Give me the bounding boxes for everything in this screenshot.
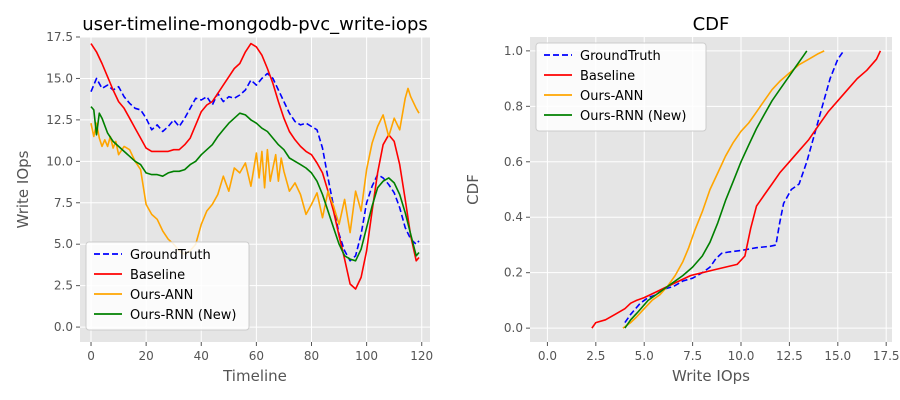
x-tick-labels: 0 20 40 60 80 100 120 (87, 342, 433, 363)
y-axis-label: Write IOps (14, 150, 32, 228)
y-tick-label: 10.0 (46, 154, 73, 168)
y-axis-label: CDF (464, 174, 482, 205)
y-tick-label: 0.0 (504, 321, 523, 335)
y-tick-label: 5.0 (54, 237, 73, 251)
series-line-groundtruth (90, 72, 420, 262)
x-tick-label: 7.5 (683, 349, 702, 363)
y-tick-label: 15.0 (46, 71, 73, 85)
x-tick-label: 60 (249, 349, 264, 363)
legend-box (85, 241, 250, 331)
y-tick-label: 2.5 (54, 279, 73, 293)
y-tick-label: 7.5 (54, 196, 73, 210)
x-tick-label: 100 (355, 349, 378, 363)
legend-box (535, 42, 707, 132)
y-tick-label: 17.5 (46, 30, 73, 44)
series-line-ours-ann (90, 87, 420, 255)
x-tick-label: 120 (410, 349, 433, 363)
x-tick-labels: 0.0 2.5 5.0 7.5 10.0 12.5 15.0 17.5 (538, 342, 900, 363)
x-tick-label: 20 (139, 349, 154, 363)
x-tick-label: 0 (87, 349, 95, 363)
legend: GroundTruth Baseline Ours-ANN Ours-RNN (New… (535, 42, 707, 132)
legend-label: Baseline (130, 268, 185, 283)
x-axis-label: Timeline (222, 367, 287, 385)
x-tick-label: 17.5 (873, 349, 900, 363)
legend-label: Ours-RNN (New) (130, 308, 236, 323)
legend-label: Ours-RNN (New) (580, 109, 686, 124)
y-tick-label: 0.4 (504, 210, 523, 224)
series-lines (90, 42, 420, 290)
x-tick-label: 40 (194, 349, 209, 363)
timeline-chart: 0 20 40 60 80 100 120 0.0 2.5 5.0 7.5 10.0 12.5 15.0… (14, 14, 433, 385)
legend-label: Ours-ANN (580, 89, 643, 104)
y-tick-label: 0.6 (504, 155, 523, 169)
x-tick-label: 12.5 (776, 349, 803, 363)
legend: GroundTruth Baseline Ours-ANN Ours-RNN (New… (85, 241, 250, 331)
x-axis-label: Write IOps (672, 367, 750, 385)
y-tick-label: 0.0 (54, 320, 73, 334)
y-tick-label: 1.0 (504, 44, 523, 58)
series-line-baseline (591, 50, 882, 329)
x-tick-label: 5.0 (635, 349, 654, 363)
y-tick-label: 0.8 (504, 99, 523, 113)
x-tick-label: 2.5 (586, 349, 605, 363)
series-line-ours-rnn-new (624, 50, 808, 329)
y-tick-labels: 0.0 0.2 0.4 0.6 0.8 1.0 (504, 44, 530, 335)
legend-label: Baseline (580, 69, 635, 84)
series-lines (591, 50, 882, 329)
x-tick-label: 15.0 (824, 349, 851, 363)
cdf-chart: 0.0 2.5 5.0 7.5 10.0 12.5 15.0 17.5 0.00.20.40.… (464, 14, 900, 385)
series-line-ours-rnn-new (90, 106, 420, 262)
legend-label: GroundTruth (130, 248, 211, 263)
legend-label: Ours-ANN (130, 288, 193, 303)
x-tick-label: 10.0 (728, 349, 755, 363)
series-line-baseline (90, 42, 420, 290)
legend-label: GroundTruth (580, 49, 661, 64)
y-tick-label: 0.2 (504, 266, 523, 280)
series-line-ours-ann (622, 50, 825, 329)
chart-title: user-timeline-mongodb-pvc_write-iops (82, 14, 428, 35)
x-tick-label: 0.0 (538, 349, 557, 363)
y-tick-label: 12.5 (46, 113, 73, 127)
x-tick-label: 80 (304, 349, 319, 363)
chart-title: CDF (693, 14, 730, 35)
y-tick-labels: 0.0 2.5 5.0 7.5 10.0 12.5 15.0 17.5 (46, 30, 80, 334)
